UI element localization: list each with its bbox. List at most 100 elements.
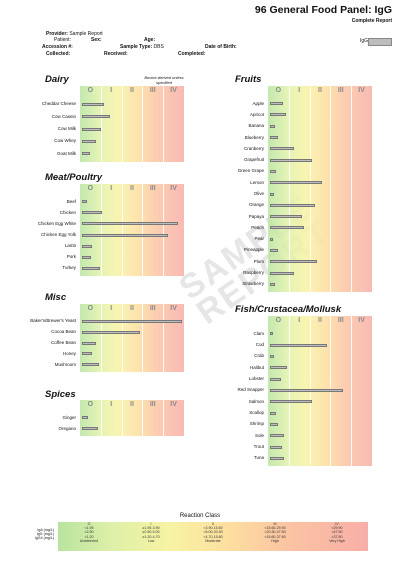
class-header-ii: II xyxy=(318,87,322,94)
food-level-bar xyxy=(270,332,273,336)
section-title-fruits: Fruits xyxy=(235,74,262,85)
reaction-class-value: Low xyxy=(147,538,155,543)
food-label: Clam xyxy=(253,330,264,336)
class-header-iv: IV xyxy=(170,305,177,312)
food-level-bar xyxy=(270,158,312,162)
class-divider xyxy=(100,400,102,436)
food-level-bar xyxy=(270,136,278,140)
food-label: Olive xyxy=(253,191,264,196)
class-divider xyxy=(121,86,123,162)
reaction-class-value: High xyxy=(271,538,279,543)
class-gradient xyxy=(268,86,372,292)
reaction-class-value: <4.70-15.60 xyxy=(203,534,223,539)
class-divider xyxy=(163,400,165,436)
reaction-class-value: Undetected xyxy=(79,538,99,543)
reaction-class-value: <2.50 xyxy=(84,530,94,535)
dairy-note: Bovine-derived unless specified xyxy=(144,75,184,85)
class-header-i: I xyxy=(110,305,113,312)
reaction-class-col-o: O <1.95 <2.50 <1.20 Undetected xyxy=(58,522,120,543)
class-divider xyxy=(142,400,144,436)
food-level-bar xyxy=(270,203,315,207)
sex-label: Sex: xyxy=(91,37,102,43)
food-level-bar xyxy=(270,434,284,438)
class-header-iv: IV xyxy=(170,401,177,408)
row-label-igg4: IgG4 (mg/L) xyxy=(34,536,54,541)
food-level-bar xyxy=(82,244,92,248)
food-label: Oregano xyxy=(58,425,76,431)
food-label: Raspberry xyxy=(243,270,264,276)
age-label: Age: xyxy=(144,37,156,43)
report-title: 96 General Food Panel: IgG xyxy=(254,4,392,16)
class-header-iv: IV xyxy=(358,317,365,324)
class-divider xyxy=(121,184,123,276)
row-label-iga: IgA (mg/L) xyxy=(37,528,54,532)
class-header-o: O xyxy=(87,305,94,312)
class-header-ii: II xyxy=(130,305,134,312)
class-gradient xyxy=(80,400,184,436)
reaction-class-value: Very High xyxy=(329,538,345,543)
food-level-bar xyxy=(270,237,273,241)
food-label: Turkey xyxy=(62,265,76,271)
food-level-bar xyxy=(270,354,274,358)
class-header-ii: II xyxy=(130,401,134,408)
reaction-class-value: ≥1.95-3.90 xyxy=(142,526,160,531)
food-level-bar xyxy=(82,115,110,119)
class-header-o: O xyxy=(275,317,282,324)
food-label: Cow Casein xyxy=(51,113,76,119)
class-divider xyxy=(309,86,311,292)
class-divider xyxy=(351,86,353,292)
class-header-i: I xyxy=(110,87,113,94)
food-level-bar xyxy=(270,377,281,381)
panel-meat: O I II III IV Beef Chicken Chicken Egg White Chi… xyxy=(38,184,184,276)
food-level-bar xyxy=(270,124,275,128)
report-subtitle: Complete Report xyxy=(351,18,392,24)
food-label: Banana xyxy=(248,123,264,129)
food-label: Apricot xyxy=(249,111,264,117)
food-level-bar xyxy=(82,127,101,131)
class-header-iii: III xyxy=(337,317,344,324)
class-header-i: I xyxy=(110,401,113,408)
food-label: Cod xyxy=(255,342,264,347)
class-divider xyxy=(100,184,102,276)
food-level-bar xyxy=(82,222,178,226)
food-level-bar xyxy=(82,255,91,259)
food-level-bar xyxy=(270,366,287,370)
food-label: Pear xyxy=(254,236,264,242)
class-gradient xyxy=(80,86,184,162)
reaction-class-value: ≥2.50-5.00 xyxy=(142,530,160,535)
section-title-misc: Misc xyxy=(45,292,67,303)
food-label: Scallop xyxy=(249,410,264,415)
sample-type-value: DBS xyxy=(153,44,164,50)
food-level-bar xyxy=(82,352,92,356)
reaction-class-band: O <1.95 <2.50 <1.20 Undetected I ≥1.95-3.90 ≥2.… xyxy=(58,522,368,551)
food-label: Plum xyxy=(253,258,264,264)
class-header-ii: II xyxy=(318,317,322,324)
section-title-dairy: Dairy xyxy=(45,74,69,85)
reaction-class-value: <3.90-15.60 xyxy=(203,526,223,531)
class-header-o: O xyxy=(87,401,94,408)
food-label: Shrimp xyxy=(249,421,264,427)
food-label: Goat Milk xyxy=(56,150,76,156)
class-divider xyxy=(163,184,165,276)
reaction-class-value: <37.60 xyxy=(331,534,343,539)
food-level-bar xyxy=(270,260,317,264)
provider-label: Provider: xyxy=(46,31,68,37)
reaction-class-col-i: I ≥1.95-3.90 ≥2.50-5.00 ≥1.20-4.70 Low xyxy=(120,522,182,543)
food-level-bar xyxy=(270,226,304,230)
class-divider xyxy=(288,86,290,292)
class-divider xyxy=(142,304,144,372)
food-level-bar xyxy=(82,363,99,367)
reaction-class-value: <5.00-20.30 xyxy=(203,530,223,535)
food-label: Green Grape xyxy=(237,168,264,174)
food-label: Honey xyxy=(62,350,76,356)
food-label: Pineapple xyxy=(243,247,264,253)
food-level-bar xyxy=(270,422,278,426)
food-level-bar xyxy=(82,152,90,156)
collected-label: Collected: xyxy=(46,51,71,57)
food-label: Cocoa Bean xyxy=(51,329,76,335)
food-label: Mushroom xyxy=(54,361,76,367)
food-label: Crab xyxy=(254,353,264,359)
food-level-bar xyxy=(270,445,282,449)
igg-legend-label: IgG xyxy=(359,38,368,44)
food-level-bar xyxy=(270,147,294,151)
